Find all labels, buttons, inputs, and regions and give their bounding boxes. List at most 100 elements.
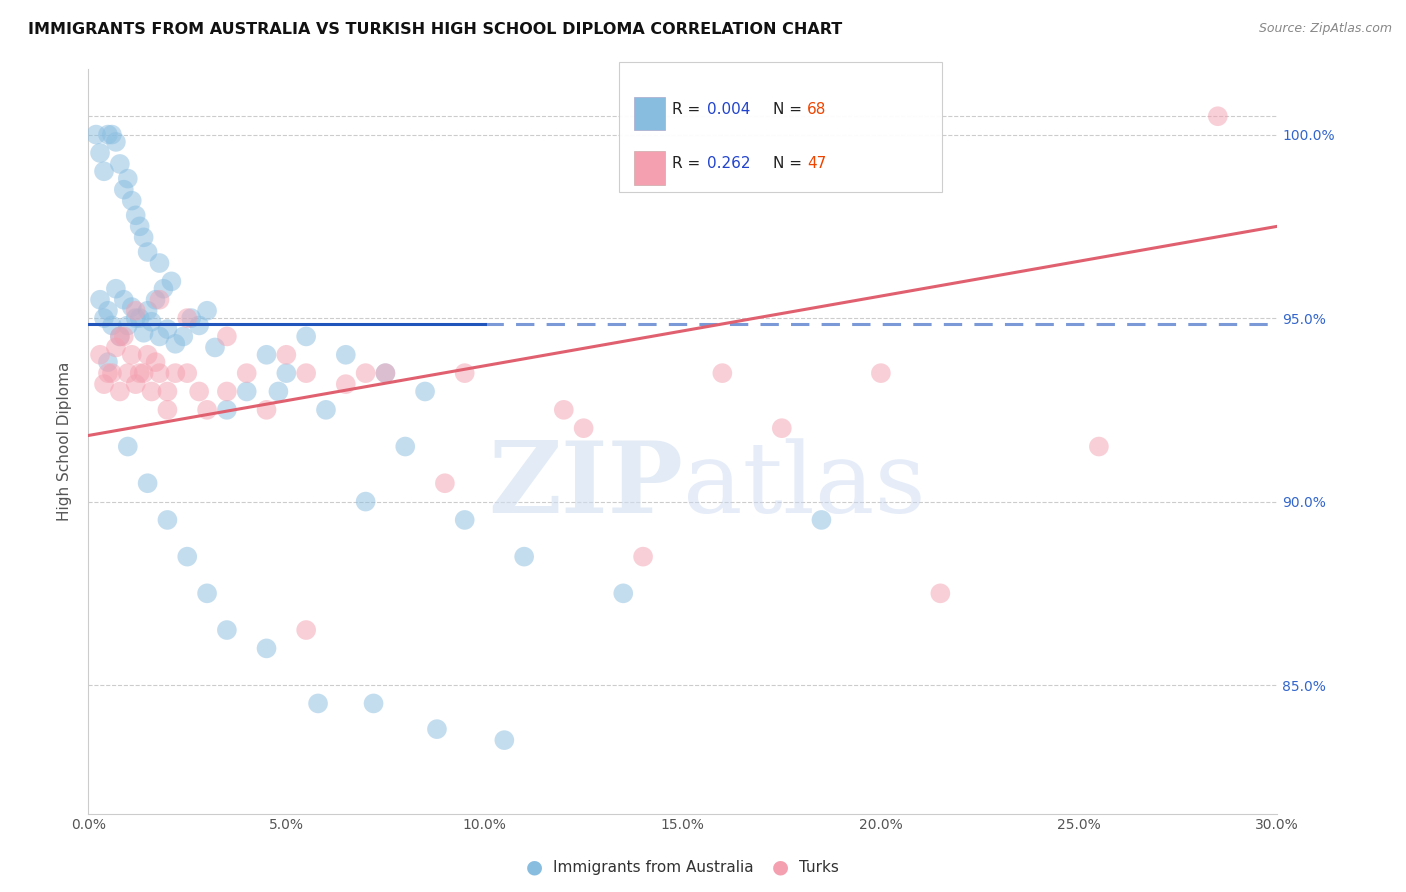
Point: [141, 315, 163, 329]
Text: R =: R =: [672, 102, 706, 117]
Point: [810, 513, 832, 527]
Point: [195, 402, 218, 417]
Point: [132, 326, 155, 340]
Point: [108, 329, 131, 343]
Point: [136, 245, 159, 260]
Point: [426, 722, 449, 736]
Point: [108, 157, 131, 171]
Point: [136, 348, 159, 362]
Point: [145, 293, 167, 307]
Point: [195, 303, 218, 318]
Point: [125, 208, 148, 222]
Text: 0.262: 0.262: [707, 156, 751, 170]
Point: [125, 303, 148, 318]
Point: [97, 303, 120, 318]
Point: [215, 623, 238, 637]
Point: [156, 322, 179, 336]
Text: ●: ●: [526, 857, 543, 877]
Point: [572, 421, 595, 435]
Point: [117, 318, 139, 333]
Text: 0.004: 0.004: [707, 102, 751, 117]
Point: [770, 421, 793, 435]
Point: [121, 348, 143, 362]
Point: [136, 303, 159, 318]
Point: [152, 282, 174, 296]
Point: [180, 311, 202, 326]
Point: [295, 329, 318, 343]
Point: [136, 476, 159, 491]
Point: [711, 366, 734, 380]
Point: [374, 366, 396, 380]
Point: [89, 348, 111, 362]
Point: [354, 366, 377, 380]
Point: [354, 494, 377, 508]
Text: 47: 47: [807, 156, 827, 170]
Point: [295, 366, 318, 380]
Text: Immigrants from Australia: Immigrants from Australia: [553, 860, 754, 874]
Text: Turks: Turks: [799, 860, 838, 874]
Point: [132, 366, 155, 380]
Point: [93, 164, 115, 178]
Point: [513, 549, 536, 564]
Point: [267, 384, 290, 399]
Point: [125, 377, 148, 392]
Point: [128, 311, 150, 326]
Point: [112, 293, 135, 307]
Point: [454, 366, 477, 380]
Point: [612, 586, 634, 600]
Point: [215, 402, 238, 417]
Point: [128, 219, 150, 234]
Point: [335, 377, 357, 392]
Point: [112, 329, 135, 343]
Point: [176, 366, 198, 380]
Point: [413, 384, 436, 399]
Point: [494, 733, 516, 747]
Point: [121, 194, 143, 208]
Point: [125, 311, 148, 326]
Point: [256, 348, 278, 362]
Point: [148, 366, 170, 380]
Text: ●: ●: [772, 857, 789, 877]
Point: [93, 377, 115, 392]
Point: [1206, 109, 1229, 123]
Point: [870, 366, 893, 380]
Point: [215, 384, 238, 399]
Point: [121, 300, 143, 314]
Text: 68: 68: [807, 102, 827, 117]
Point: [156, 402, 179, 417]
Y-axis label: High School Diploma: High School Diploma: [58, 361, 72, 521]
Point: [89, 145, 111, 160]
Point: [188, 318, 211, 333]
Point: [176, 311, 198, 326]
Point: [112, 183, 135, 197]
Point: [929, 586, 952, 600]
Point: [117, 171, 139, 186]
Point: [215, 329, 238, 343]
Point: [101, 128, 124, 142]
Point: [307, 697, 329, 711]
Point: [128, 366, 150, 380]
Point: [276, 348, 298, 362]
Point: [108, 329, 131, 343]
Text: N =: N =: [773, 156, 807, 170]
Point: [97, 355, 120, 369]
Point: [235, 384, 257, 399]
Point: [97, 366, 120, 380]
Point: [204, 341, 226, 355]
Point: [363, 697, 385, 711]
Point: [1088, 440, 1111, 454]
Point: [176, 549, 198, 564]
Point: [132, 230, 155, 244]
Point: [394, 440, 416, 454]
Point: [101, 366, 124, 380]
Point: [631, 549, 654, 564]
Point: [108, 384, 131, 399]
Point: [97, 128, 120, 142]
Point: [374, 366, 396, 380]
Point: [145, 355, 167, 369]
Point: [148, 256, 170, 270]
Point: [188, 384, 211, 399]
Point: [84, 128, 107, 142]
Text: IMMIGRANTS FROM AUSTRALIA VS TURKISH HIGH SCHOOL DIPLOMA CORRELATION CHART: IMMIGRANTS FROM AUSTRALIA VS TURKISH HIG…: [28, 22, 842, 37]
Point: [454, 513, 477, 527]
